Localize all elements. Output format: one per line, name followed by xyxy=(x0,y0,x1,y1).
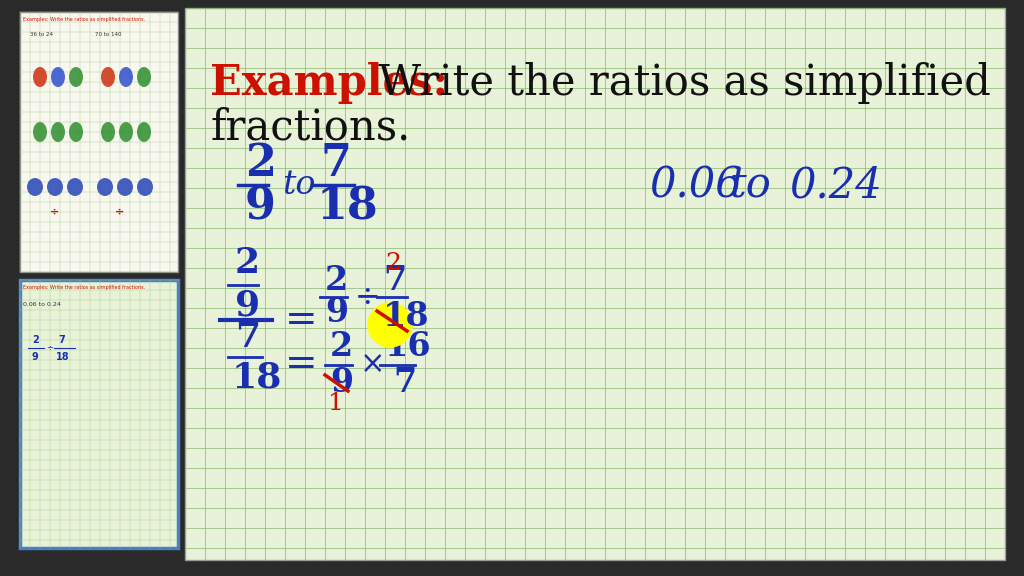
Text: 7: 7 xyxy=(234,320,260,354)
Ellipse shape xyxy=(137,67,151,87)
Ellipse shape xyxy=(119,67,133,87)
Text: Examples: Write the ratios as simplified fractions.: Examples: Write the ratios as simplified… xyxy=(23,285,145,290)
Text: 16: 16 xyxy=(385,331,432,363)
Text: 1: 1 xyxy=(328,392,344,415)
Ellipse shape xyxy=(119,122,133,142)
Text: 7: 7 xyxy=(58,335,65,345)
Ellipse shape xyxy=(101,122,115,142)
Text: ÷: ÷ xyxy=(355,282,381,313)
Text: to: to xyxy=(730,164,772,206)
Text: 36 to 24: 36 to 24 xyxy=(30,32,53,37)
Bar xyxy=(20,280,178,548)
Text: 9: 9 xyxy=(245,185,275,229)
Ellipse shape xyxy=(33,67,47,87)
Ellipse shape xyxy=(51,67,65,87)
Ellipse shape xyxy=(69,122,83,142)
Ellipse shape xyxy=(69,67,83,87)
Text: 2: 2 xyxy=(245,142,276,184)
Text: =: = xyxy=(285,347,317,384)
Text: 18: 18 xyxy=(56,352,70,362)
Text: 2: 2 xyxy=(385,252,400,275)
Text: ÷: ÷ xyxy=(115,207,124,217)
Text: fractions.: fractions. xyxy=(210,107,411,149)
Text: 7: 7 xyxy=(319,142,351,184)
Text: 0.06 to 0.24: 0.06 to 0.24 xyxy=(23,302,60,307)
Circle shape xyxy=(368,303,412,347)
Text: 18: 18 xyxy=(317,185,379,229)
Ellipse shape xyxy=(117,178,133,196)
Ellipse shape xyxy=(137,178,153,196)
Text: to: to xyxy=(282,169,315,201)
Text: 7: 7 xyxy=(393,366,416,400)
Text: 2: 2 xyxy=(325,263,348,297)
Text: 9: 9 xyxy=(325,297,348,329)
Bar xyxy=(185,8,1005,560)
Text: 2: 2 xyxy=(32,335,39,345)
Ellipse shape xyxy=(137,122,151,142)
Text: ×: × xyxy=(360,350,385,381)
Text: Write the ratios as simplified: Write the ratios as simplified xyxy=(365,62,991,104)
Text: 9: 9 xyxy=(234,288,260,322)
Text: 2: 2 xyxy=(234,246,260,280)
Ellipse shape xyxy=(101,67,115,87)
Ellipse shape xyxy=(27,178,43,196)
Text: 9: 9 xyxy=(330,366,353,400)
Text: =: = xyxy=(285,301,317,339)
Text: 0.06: 0.06 xyxy=(650,164,742,206)
Bar xyxy=(20,12,178,272)
Text: Examples:: Examples: xyxy=(210,62,449,104)
Ellipse shape xyxy=(51,122,65,142)
Text: 70 to 140: 70 to 140 xyxy=(95,32,122,37)
Text: Examples: Write the ratios as simplified fractions.: Examples: Write the ratios as simplified… xyxy=(23,17,145,22)
Ellipse shape xyxy=(97,178,113,196)
Text: 9: 9 xyxy=(32,352,39,362)
Text: 7: 7 xyxy=(383,263,407,297)
Text: 18: 18 xyxy=(383,301,430,334)
Text: 0.24: 0.24 xyxy=(790,164,883,206)
Text: ÷: ÷ xyxy=(50,207,59,217)
Text: 18: 18 xyxy=(232,360,283,394)
Text: ÷: ÷ xyxy=(46,343,53,353)
Ellipse shape xyxy=(67,178,83,196)
Text: 2: 2 xyxy=(330,331,353,363)
Ellipse shape xyxy=(33,122,47,142)
Ellipse shape xyxy=(47,178,63,196)
